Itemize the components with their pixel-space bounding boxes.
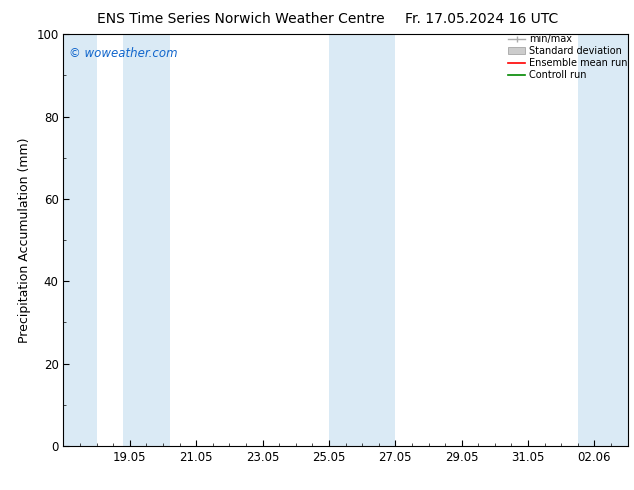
Bar <box>329 34 396 446</box>
Text: © woweather.com: © woweather.com <box>69 47 178 60</box>
Bar <box>63 34 96 446</box>
Legend: min/max, Standard deviation, Ensemble mean run, Controll run: min/max, Standard deviation, Ensemble me… <box>508 34 628 80</box>
Bar <box>578 34 628 446</box>
Y-axis label: Precipitation Accumulation (mm): Precipitation Accumulation (mm) <box>18 137 30 343</box>
Text: ENS Time Series Norwich Weather Centre: ENS Time Series Norwich Weather Centre <box>97 12 385 26</box>
Bar <box>123 34 170 446</box>
Text: Fr. 17.05.2024 16 UTC: Fr. 17.05.2024 16 UTC <box>405 12 559 26</box>
